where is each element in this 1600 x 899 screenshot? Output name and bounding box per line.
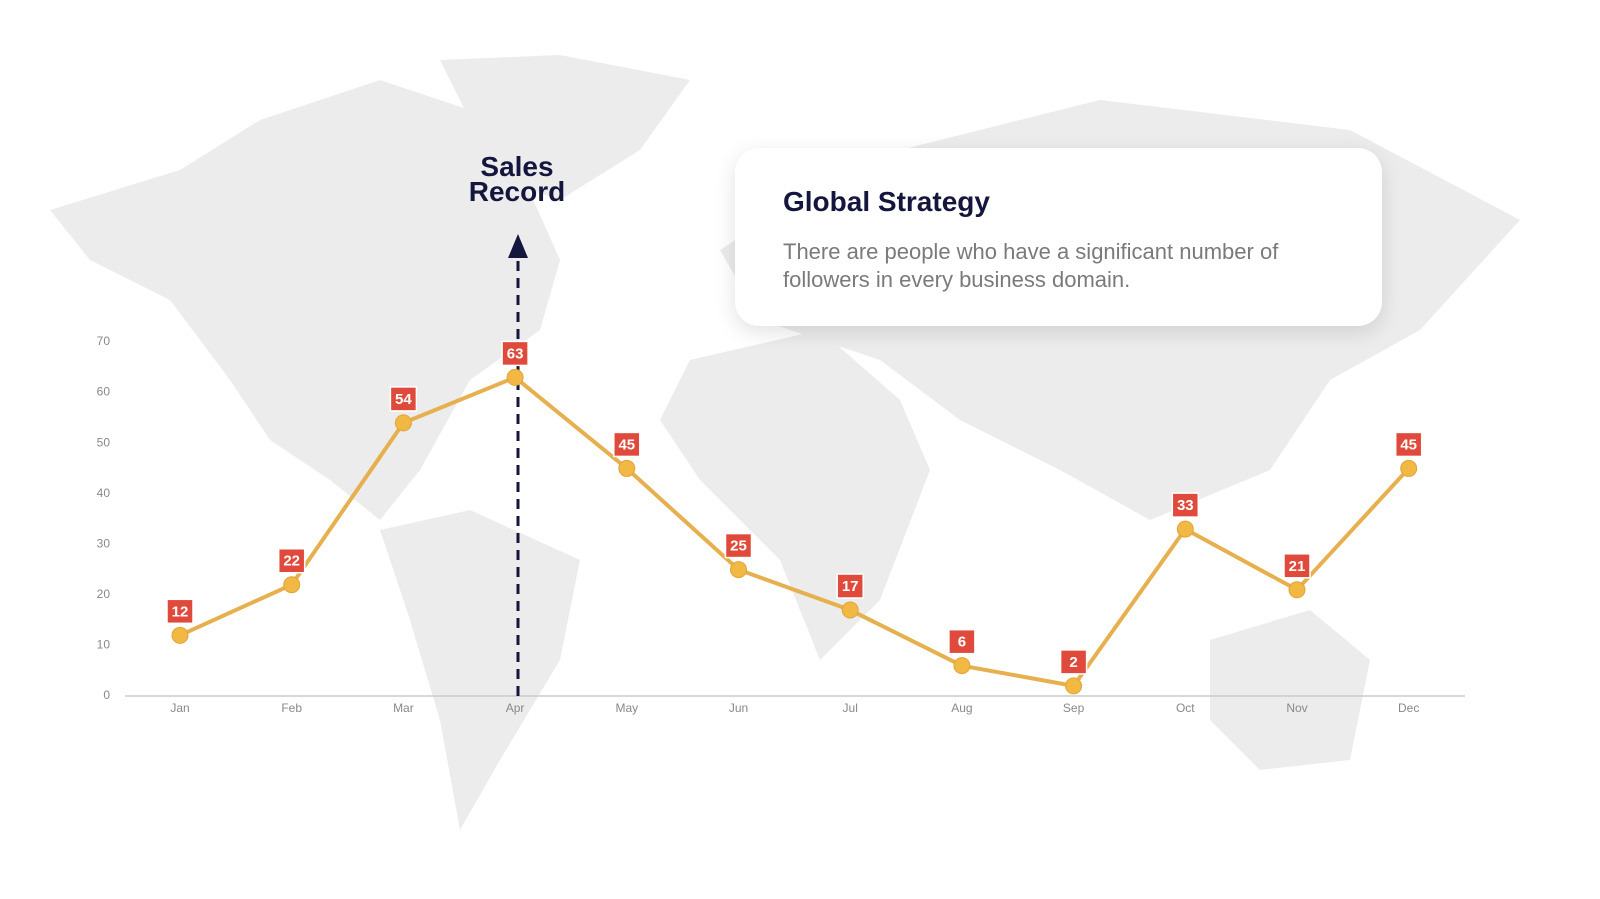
point xyxy=(618,459,636,477)
value-label: 21 xyxy=(1289,558,1306,575)
y-tick-label: 30 xyxy=(97,536,111,550)
point xyxy=(1288,581,1306,599)
arrow-head xyxy=(508,234,528,258)
y-tick-label: 20 xyxy=(97,587,111,601)
x-tick-label: May xyxy=(615,701,638,715)
x-tick-label: Mar xyxy=(393,701,414,715)
line xyxy=(179,375,1411,689)
y-tick-label: 50 xyxy=(97,435,111,449)
value-label-bg xyxy=(501,340,529,367)
value-label: 17 xyxy=(842,578,859,595)
value-label-bg xyxy=(836,573,864,599)
value-label-bg xyxy=(1283,553,1311,579)
value-label: 54 xyxy=(395,391,412,408)
x-tick-label: Oct xyxy=(1176,701,1195,715)
value-label: 45 xyxy=(618,436,635,453)
point xyxy=(1065,677,1083,695)
point xyxy=(841,601,859,619)
value-label: 63 xyxy=(507,345,524,362)
x-tick-label: Apr xyxy=(506,701,525,715)
y-tick-label: 70 xyxy=(97,334,111,348)
point xyxy=(1400,459,1418,477)
point xyxy=(283,576,301,594)
info-card: Global Strategy There are people who hav… xyxy=(735,148,1382,326)
x-tick-label: Aug xyxy=(951,701,972,715)
card-title: Global Strategy xyxy=(783,186,990,217)
value-label-bg xyxy=(166,598,194,625)
value-label: 33 xyxy=(1177,497,1194,514)
value-label-bg xyxy=(613,431,641,458)
x-tick-label: Nov xyxy=(1286,701,1307,715)
point xyxy=(953,657,971,675)
point xyxy=(171,626,189,644)
value-label-bg xyxy=(724,532,753,559)
point xyxy=(506,368,524,386)
y-tick-label: 60 xyxy=(97,385,111,399)
annotation: Sales Record xyxy=(468,151,566,207)
point xyxy=(1176,520,1194,538)
y-tick-label: 10 xyxy=(97,638,111,652)
value-label-bg xyxy=(1171,492,1200,518)
value-label: 6 xyxy=(958,634,966,651)
x-tick-label: Jul xyxy=(843,701,858,715)
value-label: 25 xyxy=(730,538,747,555)
card-text: There are people who have a significant … xyxy=(783,239,1279,292)
x-tick-label: Sep xyxy=(1063,701,1085,715)
value-label: 12 xyxy=(172,603,189,620)
y-tick-label: 40 xyxy=(97,486,111,500)
x-tick-label: Jun xyxy=(729,701,748,715)
point xyxy=(730,561,747,579)
value-label: 2 xyxy=(1069,654,1077,671)
value-label-bg xyxy=(1394,431,1423,458)
point xyxy=(394,414,412,432)
value-label-bg xyxy=(277,547,306,574)
value-label-bg xyxy=(1059,649,1088,675)
value-label-bg xyxy=(948,628,976,655)
value-label-bg xyxy=(389,386,418,412)
value-label: 45 xyxy=(1400,436,1417,453)
x-tick-label: Jan xyxy=(170,701,189,715)
x-tick-label: Dec xyxy=(1398,701,1419,715)
x-tick-label: Feb xyxy=(281,701,302,715)
value-label: 22 xyxy=(283,553,300,570)
y-tick-label: 0 xyxy=(103,688,110,702)
